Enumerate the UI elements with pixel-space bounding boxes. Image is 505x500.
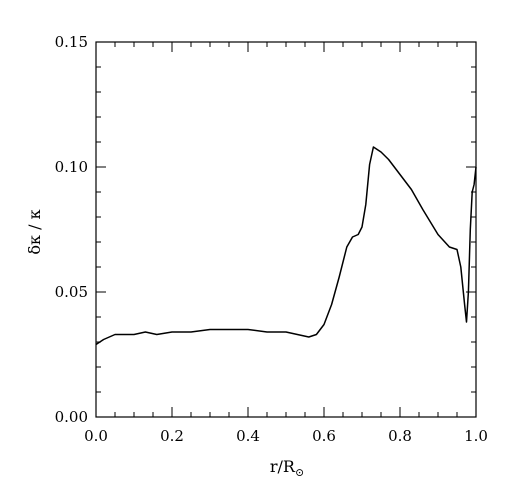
x-tick-label: 0.4 [236, 427, 260, 445]
series-layer [95, 146, 477, 346]
y-tick-label: 0.10 [55, 158, 88, 176]
x-tick-label: 1.0 [464, 427, 488, 445]
x-tick-label: 0.0 [84, 427, 108, 445]
series-line-1 [95, 146, 477, 346]
y-tick-label: 0.05 [55, 283, 88, 301]
x-axis-label-subscript: ⊙ [295, 466, 304, 479]
y-tick-label: 0.00 [55, 408, 88, 426]
y-axis-label: δκ / κ [25, 209, 44, 254]
x-axis-label: r/R⊙ [270, 457, 304, 479]
x-tick-label: 0.8 [388, 427, 412, 445]
x-tick-label: 0.6 [312, 427, 336, 445]
x-tick-label: 0.2 [160, 427, 184, 445]
x-axis-label-text: r/R [270, 457, 296, 476]
y-ticks: 0.00 0.05 0.10 0.15 [55, 33, 476, 426]
x-ticks: 0.0 0.2 0.4 0.6 0.8 1.0 [84, 42, 488, 445]
svg-text:r/R⊙: r/R⊙ [270, 457, 304, 479]
plot-frame [95, 41, 477, 418]
plot-border [95, 41, 477, 418]
y-tick-label: 0.15 [55, 33, 88, 51]
